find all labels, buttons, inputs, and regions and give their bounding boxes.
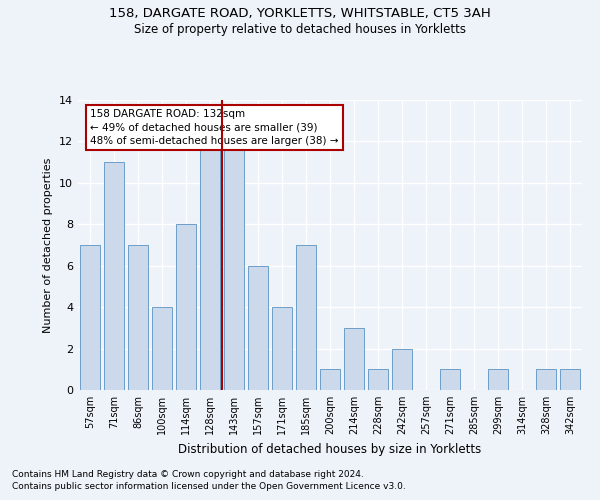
Text: Contains public sector information licensed under the Open Government Licence v3: Contains public sector information licen… [12, 482, 406, 491]
Bar [272, 307, 292, 390]
Bar [344, 328, 364, 390]
Bar [104, 162, 124, 390]
Text: Contains HM Land Registry data © Crown copyright and database right 2024.: Contains HM Land Registry data © Crown c… [12, 470, 364, 479]
Bar [224, 142, 244, 390]
Bar [440, 370, 460, 390]
Text: Distribution of detached houses by size in Yorkletts: Distribution of detached houses by size … [178, 442, 482, 456]
Bar [80, 245, 100, 390]
Bar [320, 370, 340, 390]
Bar [200, 142, 220, 390]
Bar [536, 370, 556, 390]
Text: 158, DARGATE ROAD, YORKLETTS, WHITSTABLE, CT5 3AH: 158, DARGATE ROAD, YORKLETTS, WHITSTABLE… [109, 8, 491, 20]
Text: Size of property relative to detached houses in Yorkletts: Size of property relative to detached ho… [134, 22, 466, 36]
Text: 158 DARGATE ROAD: 132sqm
← 49% of detached houses are smaller (39)
48% of semi-d: 158 DARGATE ROAD: 132sqm ← 49% of detach… [90, 110, 339, 146]
Bar [392, 348, 412, 390]
Bar [248, 266, 268, 390]
Bar [368, 370, 388, 390]
Bar [128, 245, 148, 390]
Bar [296, 245, 316, 390]
Bar [152, 307, 172, 390]
Bar [560, 370, 580, 390]
Bar [488, 370, 508, 390]
Bar [176, 224, 196, 390]
Y-axis label: Number of detached properties: Number of detached properties [43, 158, 53, 332]
